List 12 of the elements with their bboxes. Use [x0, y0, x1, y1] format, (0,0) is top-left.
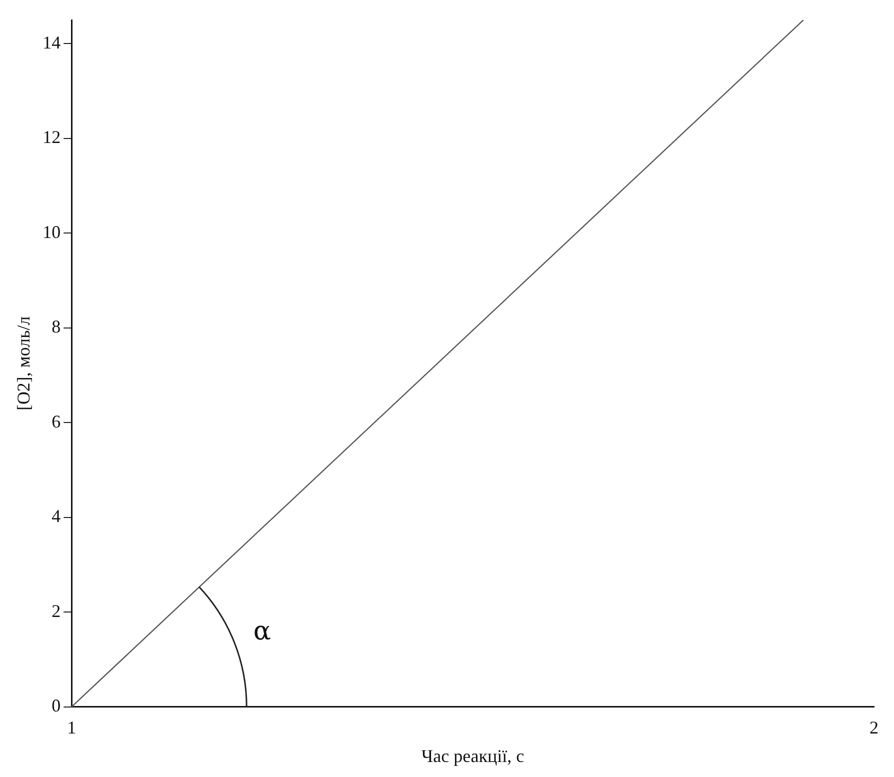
y-tick-label: 6	[52, 411, 61, 432]
x-tick-label: 1	[67, 717, 76, 738]
y-tick-label: 2	[52, 600, 61, 621]
y-tick-label: 4	[52, 506, 61, 526]
y-axis-title: [O2], моль/л	[14, 316, 34, 411]
y-tick-label: 14	[42, 32, 61, 52]
y-tick-label: 0	[52, 696, 61, 716]
x-axis-title: Час реакції, с	[421, 746, 524, 766]
y-tick-label: 10	[42, 222, 61, 242]
annotation: α	[253, 616, 271, 646]
y-tick-label: 8	[52, 316, 61, 337]
y-tick-label: 12	[42, 127, 61, 148]
